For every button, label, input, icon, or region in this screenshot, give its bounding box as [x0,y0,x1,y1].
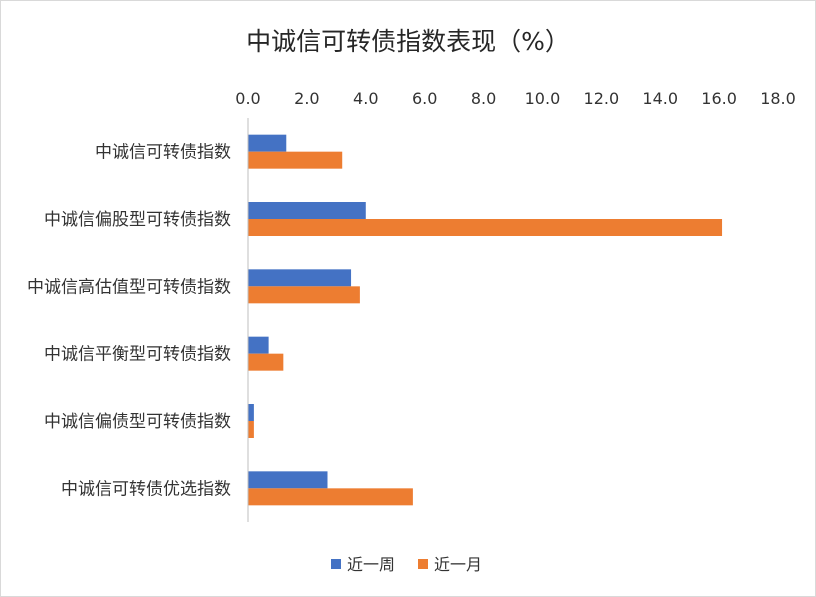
category-labels: 中诚信可转债指数中诚信偏股型可转债指数中诚信高估值型可转债指数中诚信平衡型可转债… [27,143,231,500]
x-tick-label: 10.0 [525,89,561,108]
chart-title: 中诚信可转债指数表现（%） [246,27,570,56]
bar-week [248,471,328,489]
bar-month [248,219,723,236]
category-label: 中诚信可转债指数 [95,143,231,163]
legend-swatch [418,559,428,569]
bar-month [248,488,413,506]
bar-week [248,336,269,354]
x-tick-label: 12.0 [584,89,620,108]
x-axis-ticks: 0.0 2.0 4.0 6.0 8.0 10.0 12.0 14.0 16.0 18.0 [235,89,796,108]
x-tick-label: 16.0 [701,89,737,108]
legend-label: 近一月 [434,555,482,574]
bar-month [248,151,343,169]
legend: 近一周 近一月 [331,555,482,574]
x-tick-label: 8.0 [471,89,496,108]
x-tick-label: 6.0 [412,89,437,108]
category-label: 中诚信平衡型可转债指数 [44,345,231,365]
x-tick-label: 18.0 [760,89,796,108]
bars [248,134,723,506]
x-tick-label: 2.0 [294,89,319,108]
category-label: 中诚信偏股型可转债指数 [44,210,231,230]
bar-month [248,421,254,438]
category-label: 中诚信高估值型可转债指数 [27,277,231,297]
bar-week [248,269,352,287]
legend-label: 近一周 [347,555,395,574]
bar-week [248,404,254,421]
category-label: 中诚信可转债优选指数 [61,479,231,499]
legend-swatch [331,559,341,569]
category-label: 中诚信偏债型可转债指数 [44,412,231,432]
bar-week [248,202,366,219]
x-tick-label: 14.0 [642,89,678,108]
bar-month [248,353,284,371]
bar-week [248,134,287,152]
x-tick-label: 4.0 [353,89,378,108]
x-tick-label: 0.0 [235,89,260,108]
bar-month [248,286,360,304]
